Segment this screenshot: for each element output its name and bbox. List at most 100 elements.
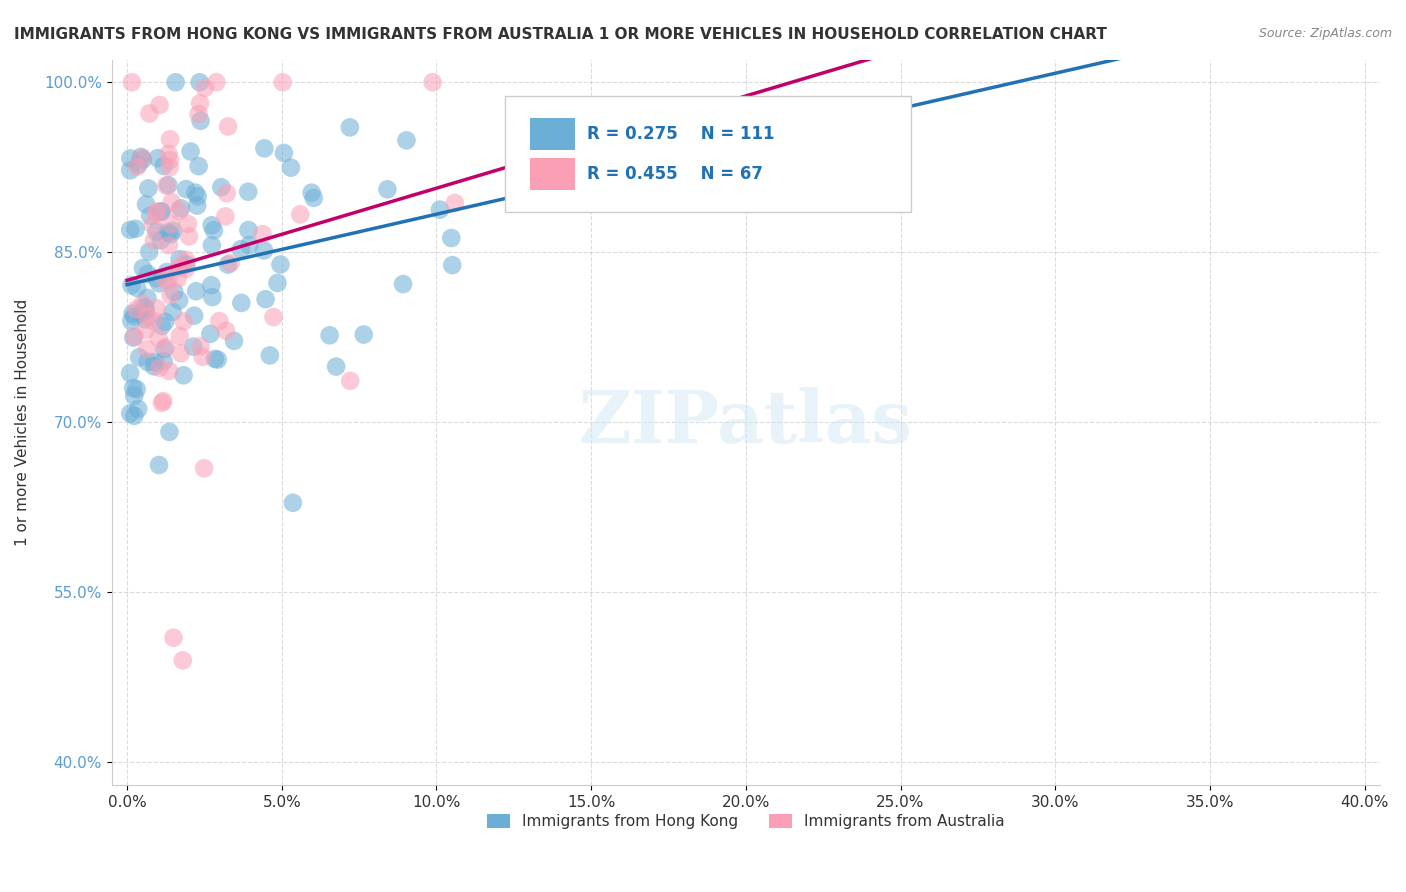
Immigrants from Hong Kong xyxy=(395,133,418,147)
Immigrants from Australia xyxy=(167,204,190,219)
Immigrants from Hong Kong xyxy=(146,151,169,165)
Immigrants from Hong Kong xyxy=(136,291,159,305)
Immigrants from Hong Kong xyxy=(207,352,229,367)
Immigrants from Hong Kong xyxy=(159,227,181,242)
Immigrants from Hong Kong xyxy=(120,163,142,178)
Immigrants from Hong Kong xyxy=(121,307,143,321)
Immigrants from Australia xyxy=(136,342,159,356)
Immigrants from Hong Kong xyxy=(157,178,180,193)
Immigrants from Hong Kong xyxy=(281,496,304,510)
Immigrants from Hong Kong xyxy=(122,389,145,403)
Immigrants from Australia xyxy=(172,653,194,667)
Immigrants from Hong Kong xyxy=(162,224,184,238)
Immigrants from Australia xyxy=(219,256,242,270)
Immigrants from Hong Kong xyxy=(377,182,399,196)
Immigrants from Australia xyxy=(215,324,238,338)
Immigrants from Hong Kong xyxy=(120,223,142,237)
Immigrants from Australia xyxy=(131,297,153,311)
Immigrants from Hong Kong xyxy=(266,276,288,290)
Immigrants from Hong Kong xyxy=(441,258,464,272)
Immigrants from Australia xyxy=(142,218,165,232)
Immigrants from Hong Kong xyxy=(136,355,159,369)
Immigrants from Hong Kong xyxy=(392,277,415,291)
Immigrants from Australia xyxy=(159,288,181,302)
Immigrants from Australia xyxy=(205,75,228,89)
Immigrants from Hong Kong xyxy=(273,145,295,160)
Text: ZIPatlas: ZIPatlas xyxy=(579,387,912,458)
Immigrants from Australia xyxy=(148,331,170,345)
Immigrants from Australia xyxy=(155,178,177,193)
Immigrants from Australia xyxy=(145,301,167,316)
Immigrants from Australia xyxy=(157,238,180,252)
Immigrants from Australia xyxy=(173,314,195,328)
FancyBboxPatch shape xyxy=(530,118,575,150)
Immigrants from Hong Kong xyxy=(129,307,152,321)
Immigrants from Australia xyxy=(215,186,238,201)
Immigrants from Hong Kong xyxy=(184,186,207,200)
Immigrants from Hong Kong xyxy=(127,281,149,295)
Immigrants from Hong Kong xyxy=(149,233,172,247)
Immigrants from Hong Kong xyxy=(156,265,179,279)
Immigrants from Hong Kong xyxy=(440,231,463,245)
Immigrants from Hong Kong xyxy=(238,223,260,237)
Immigrants from Hong Kong xyxy=(170,202,193,216)
Immigrants from Australia xyxy=(339,374,361,388)
Immigrants from Australia xyxy=(187,107,209,121)
Immigrants from Hong Kong xyxy=(129,150,152,164)
Immigrants from Australia xyxy=(143,233,166,247)
Immigrants from Australia xyxy=(159,132,181,146)
Text: IMMIGRANTS FROM HONG KONG VS IMMIGRANTS FROM AUSTRALIA 1 OR MORE VEHICLES IN HOU: IMMIGRANTS FROM HONG KONG VS IMMIGRANTS … xyxy=(14,27,1107,42)
Immigrants from Hong Kong xyxy=(149,204,172,219)
Immigrants from Hong Kong xyxy=(135,197,157,211)
Immigrants from Hong Kong xyxy=(229,242,252,256)
Immigrants from Hong Kong xyxy=(152,159,174,173)
Immigrants from Hong Kong xyxy=(204,351,226,366)
Immigrants from Hong Kong xyxy=(125,382,148,396)
Immigrants from Hong Kong xyxy=(127,401,149,416)
Immigrants from Australia xyxy=(167,260,190,275)
Immigrants from Hong Kong xyxy=(325,359,347,374)
Immigrants from Hong Kong xyxy=(201,290,224,304)
Immigrants from Hong Kong xyxy=(152,354,174,368)
Immigrants from Australia xyxy=(149,360,172,375)
Immigrants from Hong Kong xyxy=(121,278,143,293)
Immigrants from Hong Kong xyxy=(187,189,209,203)
Immigrants from Australia xyxy=(155,273,177,287)
Immigrants from Hong Kong xyxy=(145,225,167,239)
Immigrants from Australia xyxy=(422,75,444,89)
Immigrants from Hong Kong xyxy=(153,342,176,356)
Immigrants from Australia xyxy=(190,339,212,353)
Immigrants from Australia xyxy=(160,195,183,210)
Immigrants from Australia xyxy=(174,261,197,276)
Immigrants from Australia xyxy=(214,210,236,224)
Immigrants from Hong Kong xyxy=(143,359,166,374)
Immigrants from Hong Kong xyxy=(135,312,157,326)
Immigrants from Hong Kong xyxy=(132,261,155,276)
Immigrants from Australia xyxy=(131,151,153,165)
Immigrants from Australia xyxy=(166,271,188,285)
Text: R = 0.455    N = 67: R = 0.455 N = 67 xyxy=(588,165,763,183)
Immigrants from Australia xyxy=(444,196,467,211)
Immigrants from Hong Kong xyxy=(200,326,222,341)
Immigrants from Hong Kong xyxy=(201,238,224,252)
Immigrants from Hong Kong xyxy=(301,186,323,200)
Immigrants from Australia xyxy=(159,153,181,167)
Immigrants from Hong Kong xyxy=(190,113,212,128)
Immigrants from Australia xyxy=(193,461,215,475)
Immigrants from Australia xyxy=(263,310,285,324)
Immigrants from Hong Kong xyxy=(222,334,245,348)
Immigrants from Hong Kong xyxy=(184,285,207,299)
Immigrants from Hong Kong xyxy=(167,293,190,308)
Immigrants from Australia xyxy=(148,98,170,112)
Immigrants from Australia xyxy=(157,273,180,287)
Immigrants from Hong Kong xyxy=(122,330,145,344)
Immigrants from Australia xyxy=(124,329,146,343)
Immigrants from Hong Kong xyxy=(122,409,145,423)
Immigrants from Hong Kong xyxy=(200,278,222,293)
Immigrants from Australia xyxy=(125,160,148,174)
Immigrants from Hong Kong xyxy=(318,328,340,343)
Immigrants from Hong Kong xyxy=(148,458,170,472)
Immigrants from Hong Kong xyxy=(134,300,156,314)
Immigrants from Australia xyxy=(177,229,200,244)
Immigrants from Hong Kong xyxy=(135,302,157,317)
